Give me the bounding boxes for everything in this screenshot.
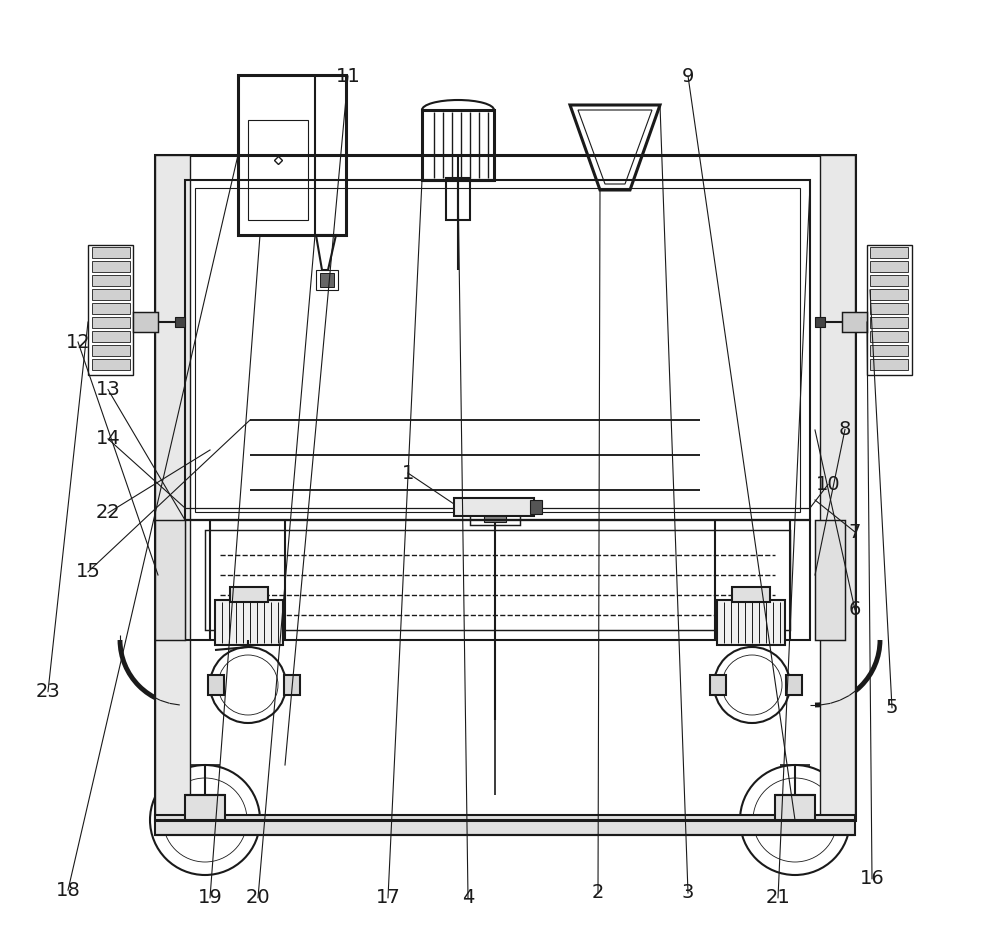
Bar — [155, 815, 855, 835]
Text: 8: 8 — [839, 420, 851, 439]
Bar — [320, 273, 334, 287]
Bar — [454, 498, 534, 516]
Bar — [155, 520, 185, 640]
Text: 1: 1 — [402, 464, 414, 483]
Bar — [215, 600, 283, 645]
Bar — [775, 795, 815, 820]
Bar — [470, 513, 520, 525]
Text: 6: 6 — [849, 600, 861, 619]
Text: 5: 5 — [886, 698, 898, 717]
Bar — [92, 289, 130, 300]
Bar — [284, 675, 300, 695]
Bar — [316, 270, 338, 290]
Bar — [732, 587, 770, 602]
Text: 18: 18 — [56, 881, 80, 900]
Bar — [820, 155, 855, 820]
Bar — [92, 317, 130, 328]
Text: 19: 19 — [198, 888, 222, 907]
Text: 15: 15 — [76, 562, 100, 581]
Bar — [238, 75, 346, 235]
Text: 10: 10 — [816, 475, 840, 494]
Bar — [88, 245, 133, 375]
Bar — [484, 514, 506, 522]
Bar — [870, 317, 908, 328]
Text: 16: 16 — [860, 869, 884, 888]
Text: 22: 22 — [96, 504, 120, 522]
Bar — [870, 289, 908, 300]
Bar — [870, 331, 908, 342]
Bar — [175, 317, 185, 327]
Bar — [717, 600, 785, 645]
Bar — [195, 188, 800, 512]
Bar — [185, 795, 225, 820]
Text: 13: 13 — [96, 380, 120, 399]
Text: 11: 11 — [336, 66, 360, 85]
Bar — [205, 530, 790, 630]
Text: 20: 20 — [246, 888, 270, 907]
Bar — [870, 303, 908, 314]
Bar — [530, 500, 542, 514]
Bar — [208, 675, 224, 695]
Bar — [446, 178, 470, 220]
Bar — [92, 345, 130, 356]
Bar — [815, 520, 845, 640]
Bar — [842, 312, 867, 332]
Bar — [248, 120, 308, 220]
Bar — [867, 245, 912, 375]
Text: 4: 4 — [462, 888, 474, 907]
Bar — [92, 261, 130, 272]
Bar — [710, 675, 726, 695]
Bar — [92, 275, 130, 286]
Bar — [155, 155, 855, 820]
Text: 21: 21 — [766, 888, 790, 907]
Text: 7: 7 — [849, 522, 861, 541]
Bar — [870, 359, 908, 370]
Bar — [786, 675, 802, 695]
Bar — [133, 312, 158, 332]
Bar — [870, 247, 908, 258]
Bar — [155, 155, 190, 820]
Bar — [870, 345, 908, 356]
Bar — [92, 359, 130, 370]
Bar — [92, 331, 130, 342]
Text: 17: 17 — [376, 888, 400, 907]
Text: 23: 23 — [36, 682, 60, 701]
Bar — [870, 275, 908, 286]
Bar — [92, 247, 130, 258]
Bar — [815, 317, 825, 327]
Text: 3: 3 — [682, 884, 694, 902]
Bar — [185, 520, 810, 640]
Bar — [185, 180, 810, 520]
Bar — [92, 303, 130, 314]
Text: 12: 12 — [66, 332, 90, 352]
Text: 14: 14 — [96, 429, 120, 448]
Bar — [422, 110, 494, 180]
Text: 2: 2 — [592, 884, 604, 902]
Bar — [230, 587, 268, 602]
Bar — [870, 261, 908, 272]
Text: 9: 9 — [682, 66, 694, 85]
